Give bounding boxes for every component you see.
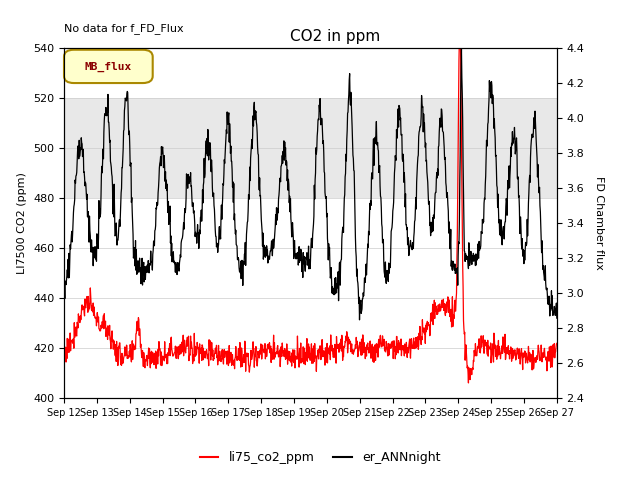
FancyBboxPatch shape: [64, 50, 153, 83]
Bar: [64, 98, 557, 198]
Legend: li75_co2_ppm, er_ANNnight: li75_co2_ppm, er_ANNnight: [195, 446, 445, 469]
Text: MB_flux: MB_flux: [84, 61, 132, 72]
Y-axis label: FD Chamber flux: FD Chamber flux: [594, 176, 604, 270]
Title: CO2 in ppm: CO2 in ppm: [290, 29, 380, 44]
Text: No data for f_FD_Flux: No data for f_FD_Flux: [64, 23, 184, 34]
Y-axis label: LI7500 CO2 (ppm): LI7500 CO2 (ppm): [17, 172, 28, 274]
